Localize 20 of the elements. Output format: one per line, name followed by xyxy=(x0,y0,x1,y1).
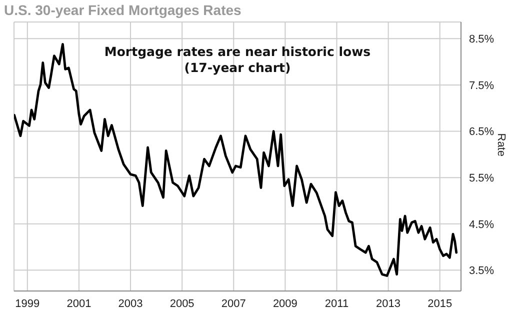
y-tick-label: 5.5% xyxy=(469,172,494,184)
chart-title: U.S. 30-year Fixed Mortgages Rates xyxy=(4,2,242,18)
y-tick-label: 4.5% xyxy=(469,218,494,231)
annotation: Mortgage rates are near historic lows xyxy=(103,44,372,60)
x-tick-label: 2015 xyxy=(428,298,452,310)
annotation: (17-year chart) xyxy=(183,60,292,76)
y-tick-label: 8.5% xyxy=(469,34,494,46)
x-tick-label: 2003 xyxy=(118,298,143,310)
x-tick-label: 2001 xyxy=(66,298,92,310)
x-tick-label: 2011 xyxy=(324,298,349,310)
y-tick-label: 7.5% xyxy=(469,80,494,92)
x-tick-label: 2009 xyxy=(272,298,298,310)
y-axis-title: Rate xyxy=(495,133,508,156)
x-tick-label: 2005 xyxy=(170,298,194,310)
y-tick-label: 3.5% xyxy=(469,265,494,278)
y-tick-label: 6.5% xyxy=(469,126,494,138)
x-tick-label: 1999 xyxy=(15,298,40,310)
x-tick-label: 2007 xyxy=(221,298,246,310)
x-tick-label: 2013 xyxy=(376,298,401,310)
line-series xyxy=(14,43,458,277)
